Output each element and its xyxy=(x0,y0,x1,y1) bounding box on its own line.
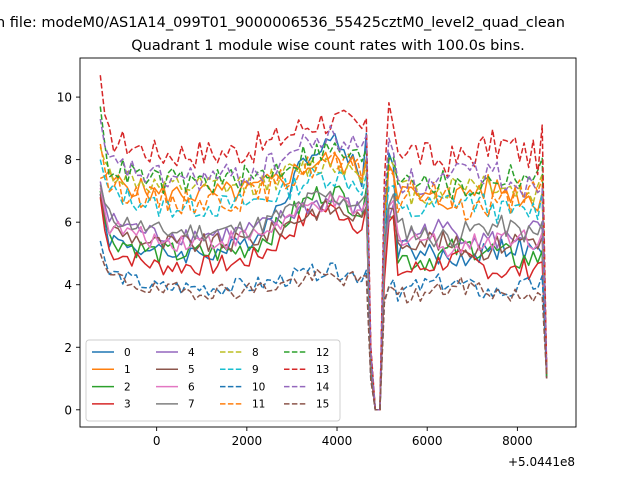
x-tick-label: 0 xyxy=(153,434,161,448)
series-line-8 xyxy=(99,146,548,411)
legend-label-8: 8 xyxy=(252,347,259,359)
legend-label-12: 12 xyxy=(316,347,329,359)
legend-label-4: 4 xyxy=(188,347,195,359)
y-tick-label: 10 xyxy=(57,91,72,105)
legend-label-9: 9 xyxy=(252,364,259,376)
x-tick-label: 4000 xyxy=(322,434,353,448)
legend-label-2: 2 xyxy=(124,381,131,393)
series-line-7 xyxy=(99,184,548,411)
legend-label-11: 11 xyxy=(252,399,265,411)
legend-label-1: 1 xyxy=(124,364,131,376)
series-line-11 xyxy=(99,143,548,411)
series-line-6 xyxy=(99,187,548,411)
series-line-9 xyxy=(99,159,548,411)
legend-label-14: 14 xyxy=(316,381,330,393)
legend-label-10: 10 xyxy=(252,381,265,393)
axes-frame xyxy=(79,57,577,428)
x-axis: 0 2000 4000 6000 8000 xyxy=(153,427,533,448)
series-line-1 xyxy=(99,151,548,411)
legend-label-6: 6 xyxy=(188,381,195,393)
series-layer xyxy=(99,75,548,411)
series-line-10 xyxy=(99,240,548,411)
series-line-13 xyxy=(99,75,548,411)
series-line-14 xyxy=(99,118,548,411)
y-tick-label: 0 xyxy=(64,403,72,417)
legend-label-5: 5 xyxy=(188,364,195,376)
legend-label-15: 15 xyxy=(316,399,329,411)
series-line-15 xyxy=(99,253,548,411)
figure-suptitle: n file: modeM0/AS1A14_099T01_9000006536_… xyxy=(0,15,565,31)
x-axis-offset-label: +5.0441e8 xyxy=(508,455,575,469)
y-tick-label: 2 xyxy=(64,341,72,355)
series-line-5 xyxy=(99,193,548,411)
legend-label-3: 3 xyxy=(124,399,131,411)
legend-label-0: 0 xyxy=(124,347,131,359)
legend-label-7: 7 xyxy=(188,399,195,411)
y-tick-label: 6 xyxy=(64,216,72,230)
legend-box xyxy=(85,339,341,422)
chart-title: Quadrant 1 module wise count rates with … xyxy=(131,38,525,54)
x-tick-label: 8000 xyxy=(502,434,533,448)
y-axis: 0 2 4 6 8 10 xyxy=(57,91,80,417)
legend-label-13: 13 xyxy=(316,364,329,376)
y-tick-label: 4 xyxy=(64,278,72,292)
series-line-12 xyxy=(99,106,548,411)
x-tick-label: 6000 xyxy=(412,434,443,448)
y-tick-label: 8 xyxy=(64,153,72,167)
x-tick-label: 2000 xyxy=(232,434,263,448)
